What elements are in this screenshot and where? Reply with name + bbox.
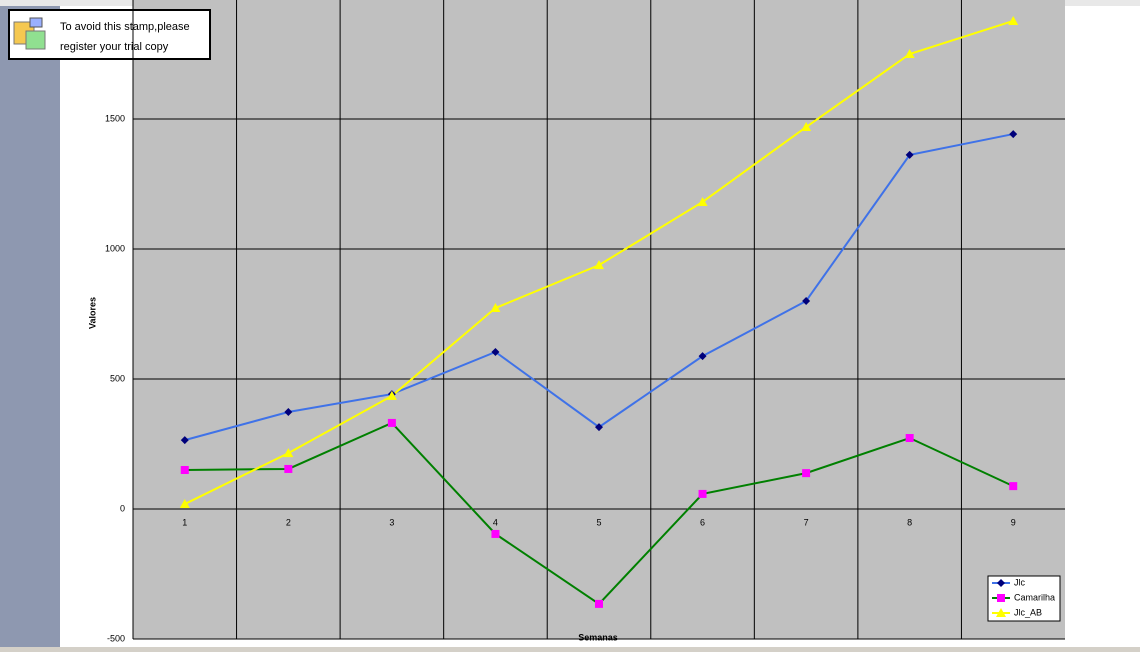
marker	[595, 599, 603, 608]
marker	[179, 499, 190, 509]
y-axis-title: Valores	[87, 297, 97, 329]
y-tick-label: 1500	[105, 113, 125, 123]
marker	[996, 608, 1006, 617]
x-tick-label: 5	[596, 517, 601, 527]
x-tick-label: 3	[389, 517, 394, 527]
marker	[490, 303, 501, 313]
stamp-text: To avoid this stamp,please	[60, 21, 190, 33]
stamp-text: register your trial copy	[60, 41, 169, 53]
marker	[595, 423, 603, 432]
marker	[997, 579, 1005, 587]
y-tick-label: -500	[107, 633, 125, 643]
marker	[1009, 482, 1018, 491]
marker	[387, 418, 396, 427]
stamp: To avoid this stamp,please register your…	[8, 9, 211, 60]
x-tick-label: 9	[1011, 517, 1016, 527]
marker	[904, 49, 915, 58]
marker	[594, 260, 604, 270]
marker	[1008, 15, 1019, 25]
x-tick-label: 7	[804, 517, 809, 527]
stamp-icon	[29, 17, 43, 28]
marker	[386, 390, 397, 400]
x-tick-label: 4	[493, 517, 498, 527]
marker	[491, 347, 500, 356]
marker	[905, 434, 914, 443]
x-tick-label: 6	[700, 517, 705, 527]
marker	[698, 489, 707, 498]
y-tick-label: 0	[120, 503, 125, 513]
status-bar	[0, 647, 1140, 652]
marker	[180, 466, 189, 474]
marker	[801, 122, 812, 132]
marker	[491, 529, 500, 538]
marker	[1009, 130, 1018, 139]
y-tick-label: 500	[110, 373, 125, 383]
marker	[698, 352, 707, 361]
marker	[180, 436, 189, 445]
plot-area	[133, 0, 1065, 639]
marker	[905, 150, 914, 159]
marker	[284, 464, 293, 473]
stamp-icon	[25, 30, 46, 50]
x-tick-label: 1	[182, 517, 187, 527]
marker	[802, 297, 811, 305]
marker	[997, 594, 1005, 602]
x-tick-label: 8	[907, 517, 912, 527]
y-tick-label: 1000	[105, 243, 125, 253]
marker	[697, 196, 708, 206]
sheet-margin	[0, 0, 60, 652]
legend-label: Jlc_AB	[1014, 607, 1042, 617]
x-tick-label: 2	[286, 517, 291, 527]
marker	[802, 469, 811, 478]
marker	[284, 408, 293, 417]
legend-label: Camarilha	[1014, 592, 1055, 602]
marker	[283, 448, 294, 458]
legend-label: Jlc	[1014, 577, 1025, 587]
x-axis-title: Semanas	[578, 632, 618, 642]
